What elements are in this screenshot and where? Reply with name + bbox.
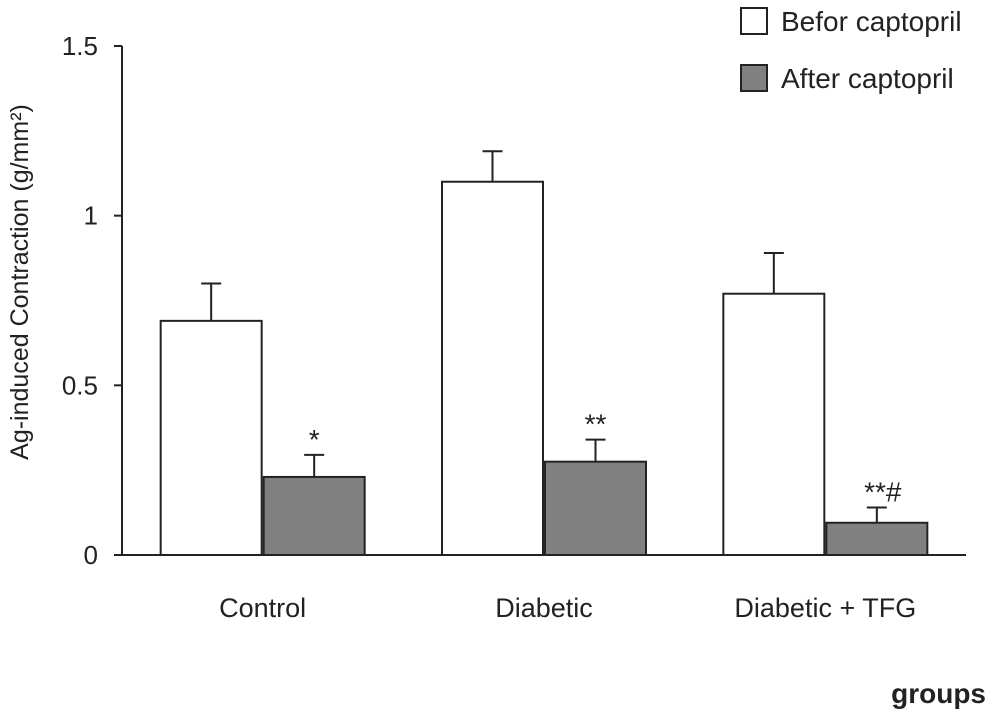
y-tick-label: 1 [84, 201, 98, 231]
x-axis: Control Diabetic Diabetic + TFG [122, 554, 966, 623]
bars: * ****# [159, 150, 929, 557]
bar [159, 319, 263, 556]
significance-label: * [309, 424, 320, 455]
bar [441, 180, 544, 556]
y-axis-label: Ag-induced Contraction (g/mm²) [6, 104, 34, 460]
x-axis-label: groups [891, 678, 986, 709]
y-tick-label: 1.5 [62, 31, 98, 61]
legend-swatch [740, 64, 768, 92]
legend-swatch [740, 7, 768, 35]
y-tick-label: 0 [84, 540, 98, 570]
significance-label: **# [864, 476, 902, 507]
legend-label: Befor captopril [781, 6, 962, 37]
significance-label: ** [585, 409, 607, 440]
bar [825, 521, 929, 556]
bar [544, 460, 647, 556]
legend: Befor captopril After captopril [740, 6, 962, 94]
x-tick-label: Control [219, 593, 306, 623]
y-axis: 0 0.5 1 1.5 [62, 31, 123, 570]
x-tick-label: Diabetic [495, 593, 593, 623]
y-tick-label: 0.5 [62, 370, 98, 400]
bar [722, 292, 826, 556]
x-tick-label: Diabetic + TFG [734, 593, 916, 623]
legend-label: After captopril [781, 63, 954, 94]
bar [262, 475, 366, 557]
